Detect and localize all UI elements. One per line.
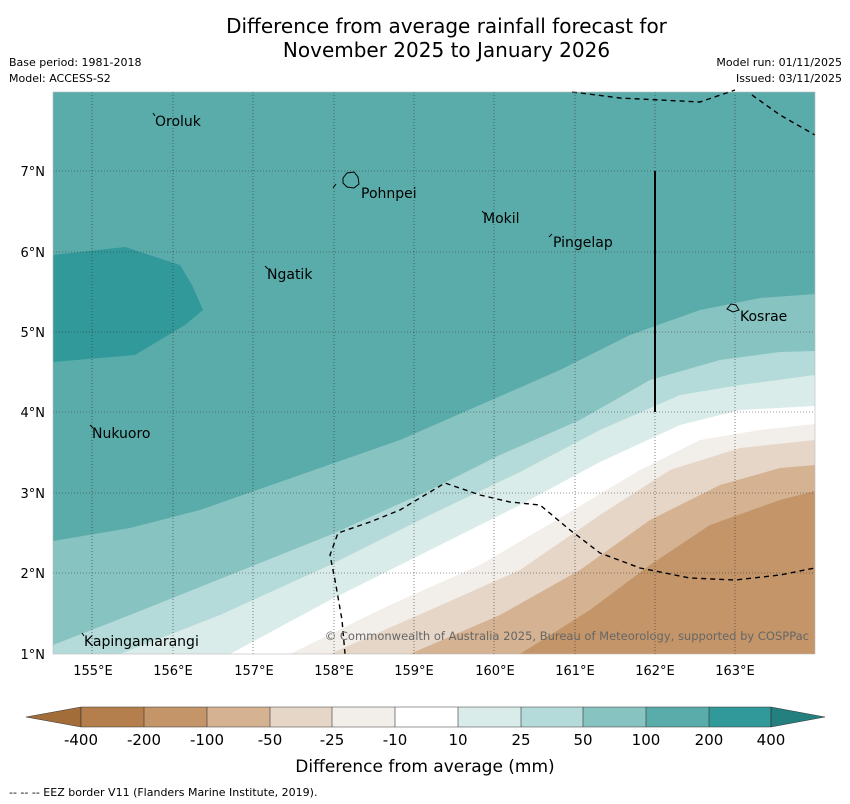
tick-8: 25 xyxy=(511,731,530,749)
lon-155: 155°E xyxy=(73,664,113,679)
issued-date: Issued: 03/11/2025 xyxy=(735,72,842,85)
tick-7: 10 xyxy=(448,731,467,749)
colorbar-seg-11 xyxy=(709,707,771,727)
lat-2: 2°N xyxy=(21,567,46,582)
tick-10: 100 xyxy=(632,731,661,749)
tick-4: -50 xyxy=(258,731,283,749)
tick-12: 400 xyxy=(757,731,786,749)
colorbar-label: Difference from average (mm) xyxy=(295,757,554,777)
place-labels: Oroluk Pohnpei Mokil Pingelap Ngatik Kos… xyxy=(84,114,787,650)
colorbar-seg-10 xyxy=(646,707,709,727)
lon-162: 162°E xyxy=(635,664,675,679)
label-oroluk: Oroluk xyxy=(155,114,202,130)
copyright: © Commonwealth of Australia 2025, Bureau… xyxy=(325,629,809,643)
model-name: Model: ACCESS-S2 xyxy=(9,72,111,85)
model-run: Model run: 01/11/2025 xyxy=(716,56,842,69)
base-info: Base period: 1981-2018 Model: ACCESS-S2 xyxy=(9,55,141,87)
lon-161: 161°E xyxy=(555,664,595,679)
colorbar-seg-9 xyxy=(583,707,646,727)
tick-11: 200 xyxy=(695,731,724,749)
label-kapingamarangi: Kapingamarangi xyxy=(84,634,199,650)
map-title: Difference from average rainfall forecas… xyxy=(0,14,850,62)
label-nukuoro: Nukuoro xyxy=(92,426,150,442)
lon-158: 158°E xyxy=(314,664,354,679)
label-kosrae: Kosrae xyxy=(740,309,787,325)
colorbar-seg-2 xyxy=(144,707,207,727)
colorbar-under-arrow xyxy=(25,706,82,728)
tick-5: -25 xyxy=(320,731,345,749)
graticule xyxy=(53,92,815,654)
map-frame xyxy=(52,91,816,655)
tick-9: 50 xyxy=(573,731,592,749)
islands xyxy=(81,112,740,637)
lat-3: 3°N xyxy=(21,487,46,502)
pohnpei-island xyxy=(342,171,360,189)
lat-7: 7°N xyxy=(21,165,46,180)
eez-border xyxy=(329,89,816,655)
base-period: Base period: 1981-2018 xyxy=(9,56,142,69)
label-ngatik: Ngatik xyxy=(267,267,313,283)
tick-6: -10 xyxy=(383,731,408,749)
band-minus-100 xyxy=(520,491,815,654)
lon-156: 156°E xyxy=(153,664,193,679)
lat-5: 5°N xyxy=(21,326,46,341)
colorbar-seg-3 xyxy=(207,707,270,727)
lon-163: 163°E xyxy=(715,664,755,679)
lon-axis: 155°E 156°E 157°E 158°E 159°E 160°E 161°… xyxy=(73,664,755,679)
tick-2: -200 xyxy=(127,731,161,749)
colorbar-seg-5 xyxy=(332,707,395,727)
kosrae-island xyxy=(726,303,740,313)
field-teal-200 xyxy=(53,247,203,362)
label-pingelap: Pingelap xyxy=(553,235,613,251)
colorbar-seg-1 xyxy=(81,707,144,727)
lat-1: 1°N xyxy=(21,648,46,663)
title-line-2: November 2025 to January 2026 xyxy=(282,38,611,62)
lon-160: 160°E xyxy=(475,664,515,679)
label-pohnpei: Pohnpei xyxy=(361,186,417,202)
run-info: Model run: 01/11/2025 Issued: 03/11/2025 xyxy=(716,55,842,87)
footnote-eez: -- -- -- EEZ border V11 (Flanders Marine… xyxy=(9,786,318,799)
colorbar-seg-6 xyxy=(395,707,458,727)
lon-157: 157°E xyxy=(234,664,274,679)
tick-1: -400 xyxy=(64,731,98,749)
colorbar-seg-8 xyxy=(521,707,583,727)
colorbar-seg-4 xyxy=(270,707,332,727)
label-mokil: Mokil xyxy=(483,211,520,227)
tick-3: -100 xyxy=(190,731,224,749)
lat-axis: 7°N 6°N 5°N 4°N 3°N 2°N 1°N xyxy=(21,165,46,663)
lat-4: 4°N xyxy=(21,406,46,421)
colorbar: -400 -200 -100 -50 -25 -10 10 25 50 100 … xyxy=(25,706,826,777)
colorbar-over-arrow xyxy=(770,706,826,728)
colorbar-seg-7 xyxy=(458,707,521,727)
lat-6: 6°N xyxy=(21,246,46,261)
map-area xyxy=(53,92,815,654)
lon-159: 159°E xyxy=(394,664,434,679)
title-line-1: Difference from average rainfall forecas… xyxy=(226,14,667,38)
